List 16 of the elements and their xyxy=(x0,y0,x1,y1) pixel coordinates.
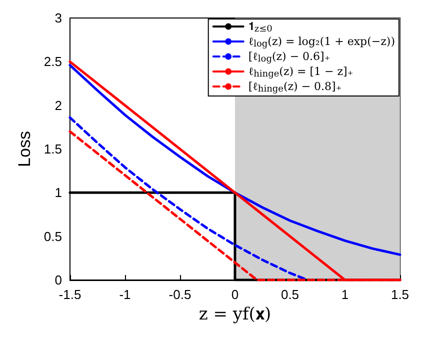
x-tick-label: 1.5 xyxy=(390,287,410,302)
x-tick-label: 0 xyxy=(231,287,239,302)
y-tick-label: 1 xyxy=(54,185,62,200)
y-tick-label: 0.5 xyxy=(44,228,62,244)
x-tick-label: 0.5 xyxy=(280,287,300,302)
y-tick-label: 0 xyxy=(54,272,62,288)
x-axis-title: z = yf(𝐱) xyxy=(198,304,272,324)
x-tick-label: 1 xyxy=(341,287,349,302)
x-tick-label: -1 xyxy=(119,287,131,302)
y-axis-title: Loss xyxy=(15,131,34,167)
y-tick-label: 1.5 xyxy=(44,142,62,156)
y-tick-label: 3 xyxy=(54,10,62,26)
x-tick-label: -0.5 xyxy=(168,287,192,302)
x-tick-label: -1.5 xyxy=(58,287,82,302)
y-tick-label: 2 xyxy=(54,98,62,113)
y-tick-label: 2.5 xyxy=(44,54,62,70)
